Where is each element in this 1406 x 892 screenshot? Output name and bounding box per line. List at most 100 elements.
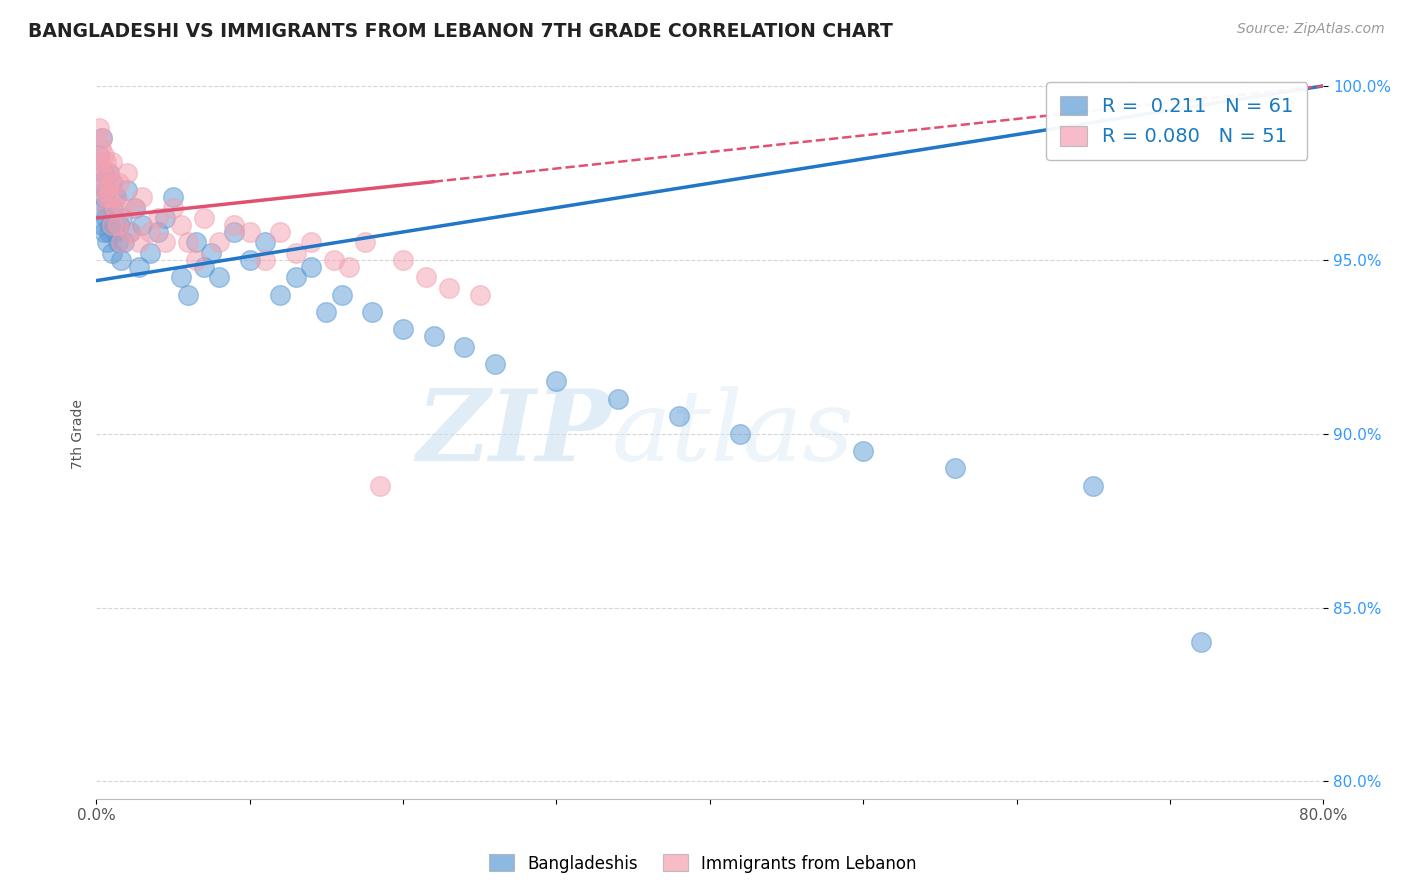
Point [193, 260, 215, 274]
Point [299, 235, 322, 250]
Point [323, 252, 346, 267]
Point [852, 444, 875, 458]
Point [177, 235, 200, 250]
Point [111, 211, 134, 225]
Point [94, 183, 117, 197]
Point [96, 201, 118, 215]
Point [89, 148, 111, 162]
Point [90, 176, 112, 190]
Point [284, 270, 307, 285]
Point [269, 225, 291, 239]
Point [606, 392, 628, 406]
Point [112, 201, 135, 215]
Point [94, 155, 117, 169]
Point [239, 252, 262, 267]
Point [131, 190, 153, 204]
Point [105, 190, 128, 204]
Point [437, 280, 460, 294]
Point [668, 409, 690, 424]
Text: atlas: atlas [612, 386, 855, 482]
Point [94, 190, 117, 204]
Point [100, 176, 122, 190]
Point [98, 190, 121, 204]
Point [339, 260, 361, 274]
Point [392, 322, 415, 336]
Point [224, 218, 246, 232]
Point [170, 218, 193, 232]
Point [155, 211, 177, 225]
Point [269, 287, 291, 301]
Point [128, 260, 150, 274]
Point [162, 201, 184, 215]
Text: Source: ZipAtlas.com: Source: ZipAtlas.com [1237, 22, 1385, 37]
Point [98, 218, 121, 232]
Point [254, 252, 277, 267]
Point [107, 218, 129, 232]
Point [112, 235, 135, 250]
Legend: Bangladeshis, Immigrants from Lebanon: Bangladeshis, Immigrants from Lebanon [482, 847, 924, 880]
Point [115, 183, 138, 197]
Point [315, 305, 337, 319]
Point [103, 201, 125, 215]
Point [224, 225, 246, 239]
Point [453, 340, 475, 354]
Point [299, 260, 322, 274]
Point [96, 201, 118, 215]
Point [155, 235, 177, 250]
Point [108, 218, 131, 232]
Point [91, 166, 114, 180]
Point [100, 245, 122, 260]
Point [128, 235, 150, 250]
Point [1189, 635, 1212, 649]
Point [124, 201, 146, 215]
Point [93, 190, 115, 204]
Point [90, 201, 112, 215]
Point [105, 190, 128, 204]
Point [353, 235, 375, 250]
Point [162, 190, 184, 204]
Point [468, 287, 491, 301]
Point [91, 218, 114, 232]
Point [139, 225, 162, 239]
Point [90, 176, 112, 190]
Point [89, 120, 111, 135]
Point [108, 176, 131, 190]
Point [94, 211, 117, 225]
Point [104, 225, 127, 239]
Point [423, 329, 446, 343]
Point [208, 270, 231, 285]
Point [146, 211, 169, 225]
Point [170, 270, 193, 285]
Point [200, 245, 222, 260]
Point [184, 252, 207, 267]
Point [284, 245, 307, 260]
Y-axis label: 7th Grade: 7th Grade [72, 399, 86, 468]
Point [110, 235, 132, 250]
Point [146, 225, 169, 239]
Point [208, 235, 231, 250]
Point [100, 218, 122, 232]
Point [97, 225, 120, 239]
Point [124, 201, 146, 215]
Point [93, 183, 115, 197]
Point [90, 141, 112, 155]
Point [97, 176, 120, 190]
Point [1083, 479, 1105, 493]
Point [546, 375, 568, 389]
Point [193, 211, 215, 225]
Point [131, 218, 153, 232]
Point [89, 155, 111, 169]
Point [96, 235, 118, 250]
Point [93, 148, 115, 162]
Point [110, 252, 132, 267]
Text: ZIP: ZIP [416, 385, 612, 482]
Point [93, 166, 115, 180]
Point [361, 305, 384, 319]
Legend: R =  0.211   N = 61, R = 0.080   N = 51: R = 0.211 N = 61, R = 0.080 N = 51 [1046, 82, 1308, 160]
Point [184, 235, 207, 250]
Point [93, 225, 115, 239]
Text: BANGLADESHI VS IMMIGRANTS FROM LEBANON 7TH GRADE CORRELATION CHART: BANGLADESHI VS IMMIGRANTS FROM LEBANON 7… [28, 22, 893, 41]
Point [91, 131, 114, 145]
Point [100, 155, 122, 169]
Point [415, 270, 437, 285]
